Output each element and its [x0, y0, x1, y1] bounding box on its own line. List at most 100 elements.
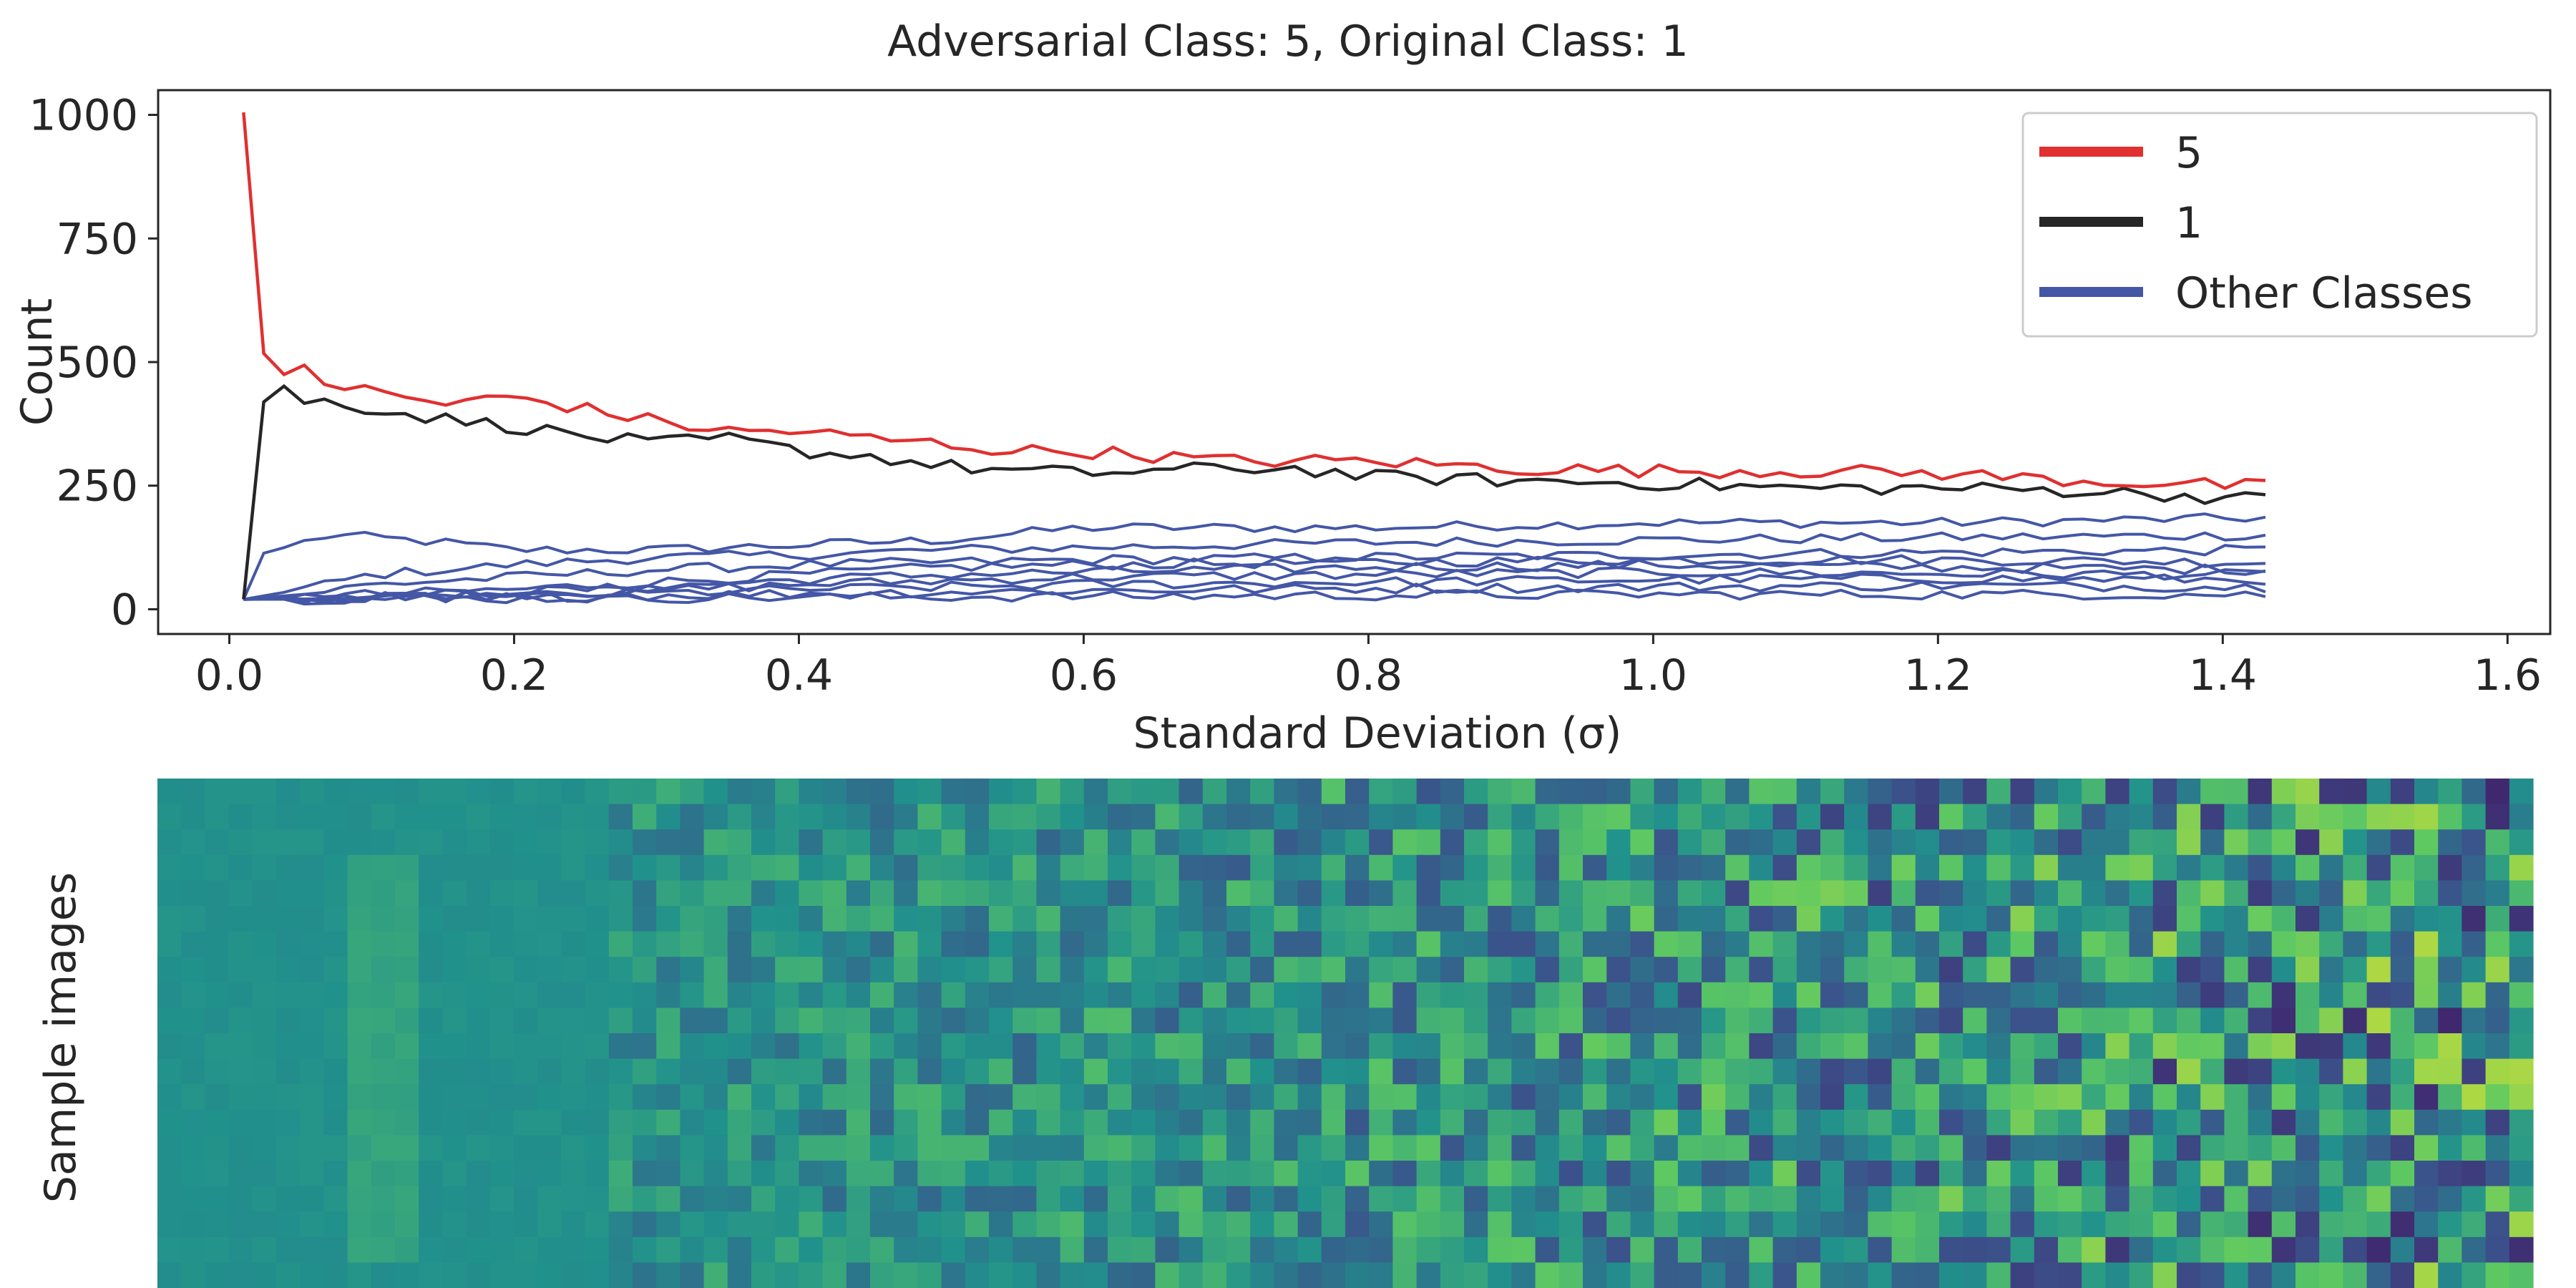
heatmap-cell: [2082, 957, 2106, 983]
heatmap-cell: [751, 957, 776, 983]
heatmap-cell: [1488, 1186, 1512, 1212]
heatmap-cell: [1440, 1262, 1465, 1288]
heatmap-cell: [1060, 1058, 1085, 1085]
other-class-line-7: [243, 572, 2266, 604]
heatmap-cell: [1844, 1084, 1868, 1111]
heatmap-cell: [894, 957, 918, 983]
heatmap-cell: [1036, 1262, 1061, 1288]
heatmap-cell: [300, 906, 324, 932]
heatmap-cell: [419, 1186, 443, 1212]
heatmap-cell: [228, 1008, 253, 1034]
heatmap-cell: [300, 829, 324, 856]
heatmap-cell: [1131, 829, 1156, 856]
heatmap-cell: [2390, 1135, 2415, 1161]
heatmap-cell: [2177, 931, 2201, 957]
heatmap-cell: [1226, 804, 1251, 830]
heatmap-cell: [442, 1058, 467, 1085]
heatmap-cell: [1464, 1135, 1488, 1161]
heatmap-cell: [2248, 1033, 2273, 1060]
heatmap-cell: [252, 829, 277, 856]
heatmap-cell: [2319, 1084, 2343, 1111]
heatmap-cell: [1060, 854, 1085, 881]
heatmap-cell: [1202, 1236, 1227, 1263]
heatmap-cell: [1654, 1236, 1679, 1263]
heatmap-cell: [276, 1109, 301, 1136]
heatmap-cell: [2390, 1084, 2415, 1111]
heatmap-cell: [1297, 1008, 1322, 1034]
heatmap-cell: [1036, 1033, 1061, 1060]
heatmap-cell: [608, 1262, 633, 1288]
heatmap-cell: [1939, 1262, 1963, 1288]
heatmap-cell: [2438, 1109, 2462, 1136]
heatmap-cell: [1772, 1211, 1797, 1238]
heatmap-cell: [419, 931, 443, 957]
heatmap-cell: [1464, 1058, 1488, 1085]
heatmap-cell: [205, 829, 230, 856]
heatmap-cell: [395, 1211, 419, 1238]
heatmap-cell: [537, 1262, 562, 1288]
heatmap-cell: [656, 1109, 680, 1136]
heatmap-cell: [2177, 906, 2201, 932]
heatmap-cell: [1868, 779, 1893, 805]
heatmap-cell: [1702, 779, 1726, 805]
heatmap-cell: [1416, 1008, 1441, 1034]
heatmap-cell: [2105, 854, 2130, 881]
heatmap-cell: [2271, 804, 2296, 830]
heatmap-cell: [300, 1186, 324, 1212]
heatmap-cell: [2082, 1135, 2106, 1161]
heatmap-cell: [633, 1084, 657, 1111]
heatmap-cell: [1844, 957, 1868, 983]
heatmap-cell: [1986, 1058, 2011, 1085]
heatmap-cell: [2319, 779, 2343, 805]
heatmap-cell: [1060, 1211, 1085, 1238]
heatmap-cell: [2058, 779, 2082, 805]
heatmap-cell: [466, 1084, 491, 1111]
heatmap-cell: [2366, 1008, 2391, 1034]
heatmap-cell: [1274, 906, 1299, 932]
heatmap-cell: [2366, 1186, 2391, 1212]
heatmap-cell: [466, 982, 491, 1008]
heatmap-cell: [656, 1262, 680, 1288]
heatmap-cell: [205, 1262, 230, 1288]
heatmap-cell: [205, 1033, 230, 1060]
heatmap-cell: [2438, 1084, 2462, 1111]
heatmap-cell: [489, 906, 514, 932]
heatmap-cell: [1202, 880, 1227, 907]
heatmap-cell: [1820, 1135, 1845, 1161]
heatmap-cell: [1677, 957, 1702, 983]
heatmap-cell: [1654, 1135, 1679, 1161]
heatmap-cell: [276, 1211, 301, 1238]
heatmap-cell: [1226, 1211, 1251, 1238]
heatmap-cell: [2082, 982, 2106, 1008]
heatmap-cell: [656, 906, 680, 932]
heatmap-cell: [822, 1033, 847, 1060]
heatmap-cell: [205, 779, 230, 805]
heatmap-cell: [1250, 779, 1274, 805]
heatmap-cell: [775, 982, 799, 1008]
heatmap-cell: [1606, 854, 1631, 881]
heatmap-cell: [323, 1161, 348, 1187]
heatmap-cell: [1891, 1135, 1916, 1161]
heatmap-cell: [941, 854, 966, 881]
heatmap-cell: [252, 880, 277, 907]
heatmap-cell: [727, 1211, 752, 1238]
heatmap-cell: [2010, 1161, 2035, 1187]
heatmap-cell: [1796, 829, 1821, 856]
heatmap-cell: [2034, 1109, 2059, 1136]
heatmap-cell: [799, 1033, 824, 1060]
heatmap-cell: [2319, 1058, 2343, 1085]
heatmap-cell: [680, 1058, 705, 1085]
heatmap-cell: [1654, 1161, 1679, 1187]
heatmap-cell: [822, 931, 847, 957]
heatmap-cell: [205, 1109, 230, 1136]
heatmap-cell: [2129, 829, 2154, 856]
heatmap-cell: [1297, 931, 1322, 957]
heatmap-cell: [1868, 829, 1893, 856]
heatmap-cell: [2509, 957, 2534, 983]
heatmap-cell: [2343, 1084, 2368, 1111]
heatmap-cell: [703, 804, 728, 830]
heatmap-cell: [608, 779, 633, 805]
heatmap-cell: [2105, 982, 2130, 1008]
heatmap-cell: [466, 1186, 491, 1212]
heatmap-cell: [775, 854, 799, 881]
